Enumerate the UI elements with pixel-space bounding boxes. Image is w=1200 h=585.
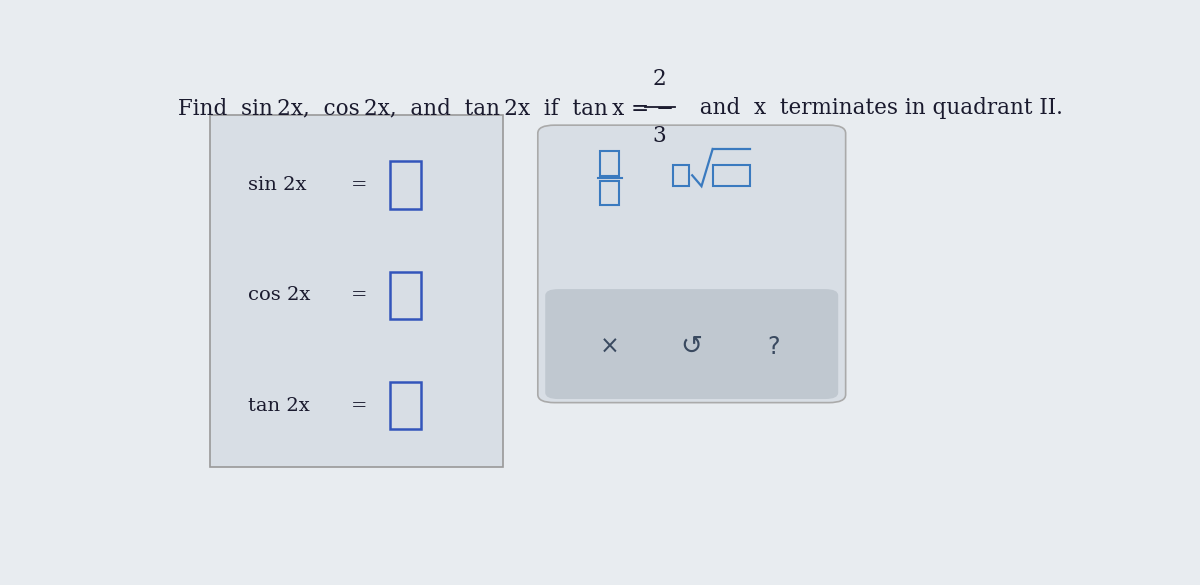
Text: Find  sin 2⁠x,  cos 2⁠x,  and  tan 2⁠x  if  tan x = −: Find sin 2⁠x, cos 2⁠x, and tan 2⁠x if ta… (178, 98, 674, 119)
Text: cos 2x: cos 2x (247, 287, 310, 304)
Bar (673, 164, 689, 186)
Text: sin 2x: sin 2x (247, 176, 306, 194)
Text: =: = (352, 287, 367, 304)
FancyBboxPatch shape (538, 125, 846, 402)
Bar (713, 164, 750, 186)
FancyBboxPatch shape (545, 289, 839, 399)
Text: =: = (352, 397, 367, 415)
Bar (390, 272, 421, 319)
Text: and  ⁠x  terminates in quadrant II.: and ⁠x terminates in quadrant II. (685, 98, 1062, 119)
Bar (390, 382, 421, 429)
Text: ×: × (600, 335, 619, 359)
Text: 2: 2 (653, 68, 666, 90)
Text: 3: 3 (653, 125, 666, 147)
Bar (390, 161, 421, 209)
Bar (600, 181, 619, 205)
Text: tan 2x: tan 2x (247, 397, 310, 415)
Text: =: = (352, 176, 367, 194)
Bar (600, 152, 619, 176)
Text: ↺: ↺ (680, 334, 703, 360)
Text: ?: ? (768, 335, 780, 359)
Bar (210, 115, 504, 467)
